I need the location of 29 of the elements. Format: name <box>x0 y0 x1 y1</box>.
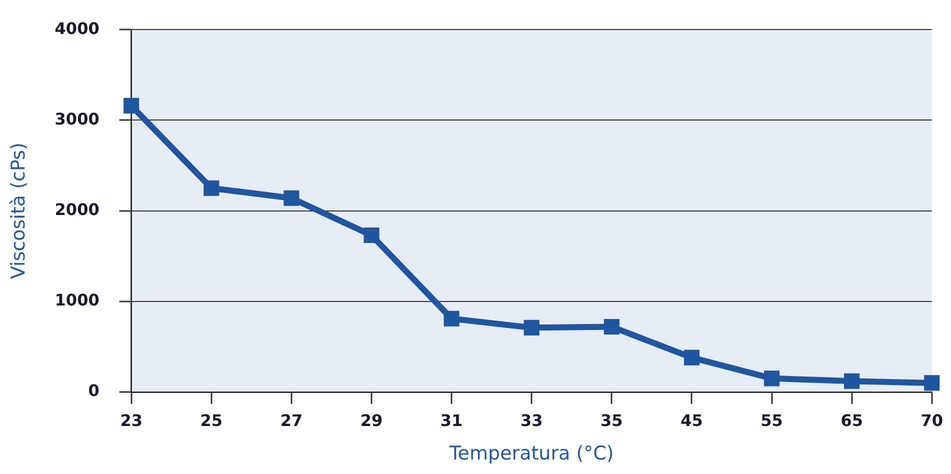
point <box>124 98 140 114</box>
point <box>684 350 700 366</box>
x-tick-label: 25 <box>200 410 223 430</box>
y-axis-title: Viscosità (cPs) <box>7 142 30 280</box>
y-tick-label: 2000 <box>54 200 100 219</box>
point <box>844 373 860 389</box>
point <box>364 227 380 244</box>
x-tick-label: 29 <box>360 410 383 430</box>
x-tick-label: 33 <box>520 410 543 430</box>
point <box>604 318 620 335</box>
point <box>524 320 540 336</box>
x-tick-label: 23 <box>120 410 142 430</box>
x-tick-label: 35 <box>600 410 623 430</box>
y-tick-label: 4000 <box>54 18 100 38</box>
x-tick-label: 65 <box>840 410 863 430</box>
y-tick-label: 3000 <box>54 109 100 128</box>
x-tick-label: 55 <box>760 410 783 430</box>
point <box>924 375 940 391</box>
point <box>204 180 220 196</box>
x-axis-title: Temperatura (°C) <box>448 442 614 465</box>
x-tick-label: 31 <box>440 410 463 430</box>
y-tick-label: 1000 <box>54 290 100 310</box>
x-tick-label: 45 <box>680 410 703 430</box>
x-tick-label: 70 <box>920 410 943 430</box>
x-tick-label: 27 <box>280 410 303 430</box>
point <box>764 370 780 386</box>
point <box>284 190 300 206</box>
y-tick-label: 0 <box>88 381 100 400</box>
point <box>444 310 460 326</box>
